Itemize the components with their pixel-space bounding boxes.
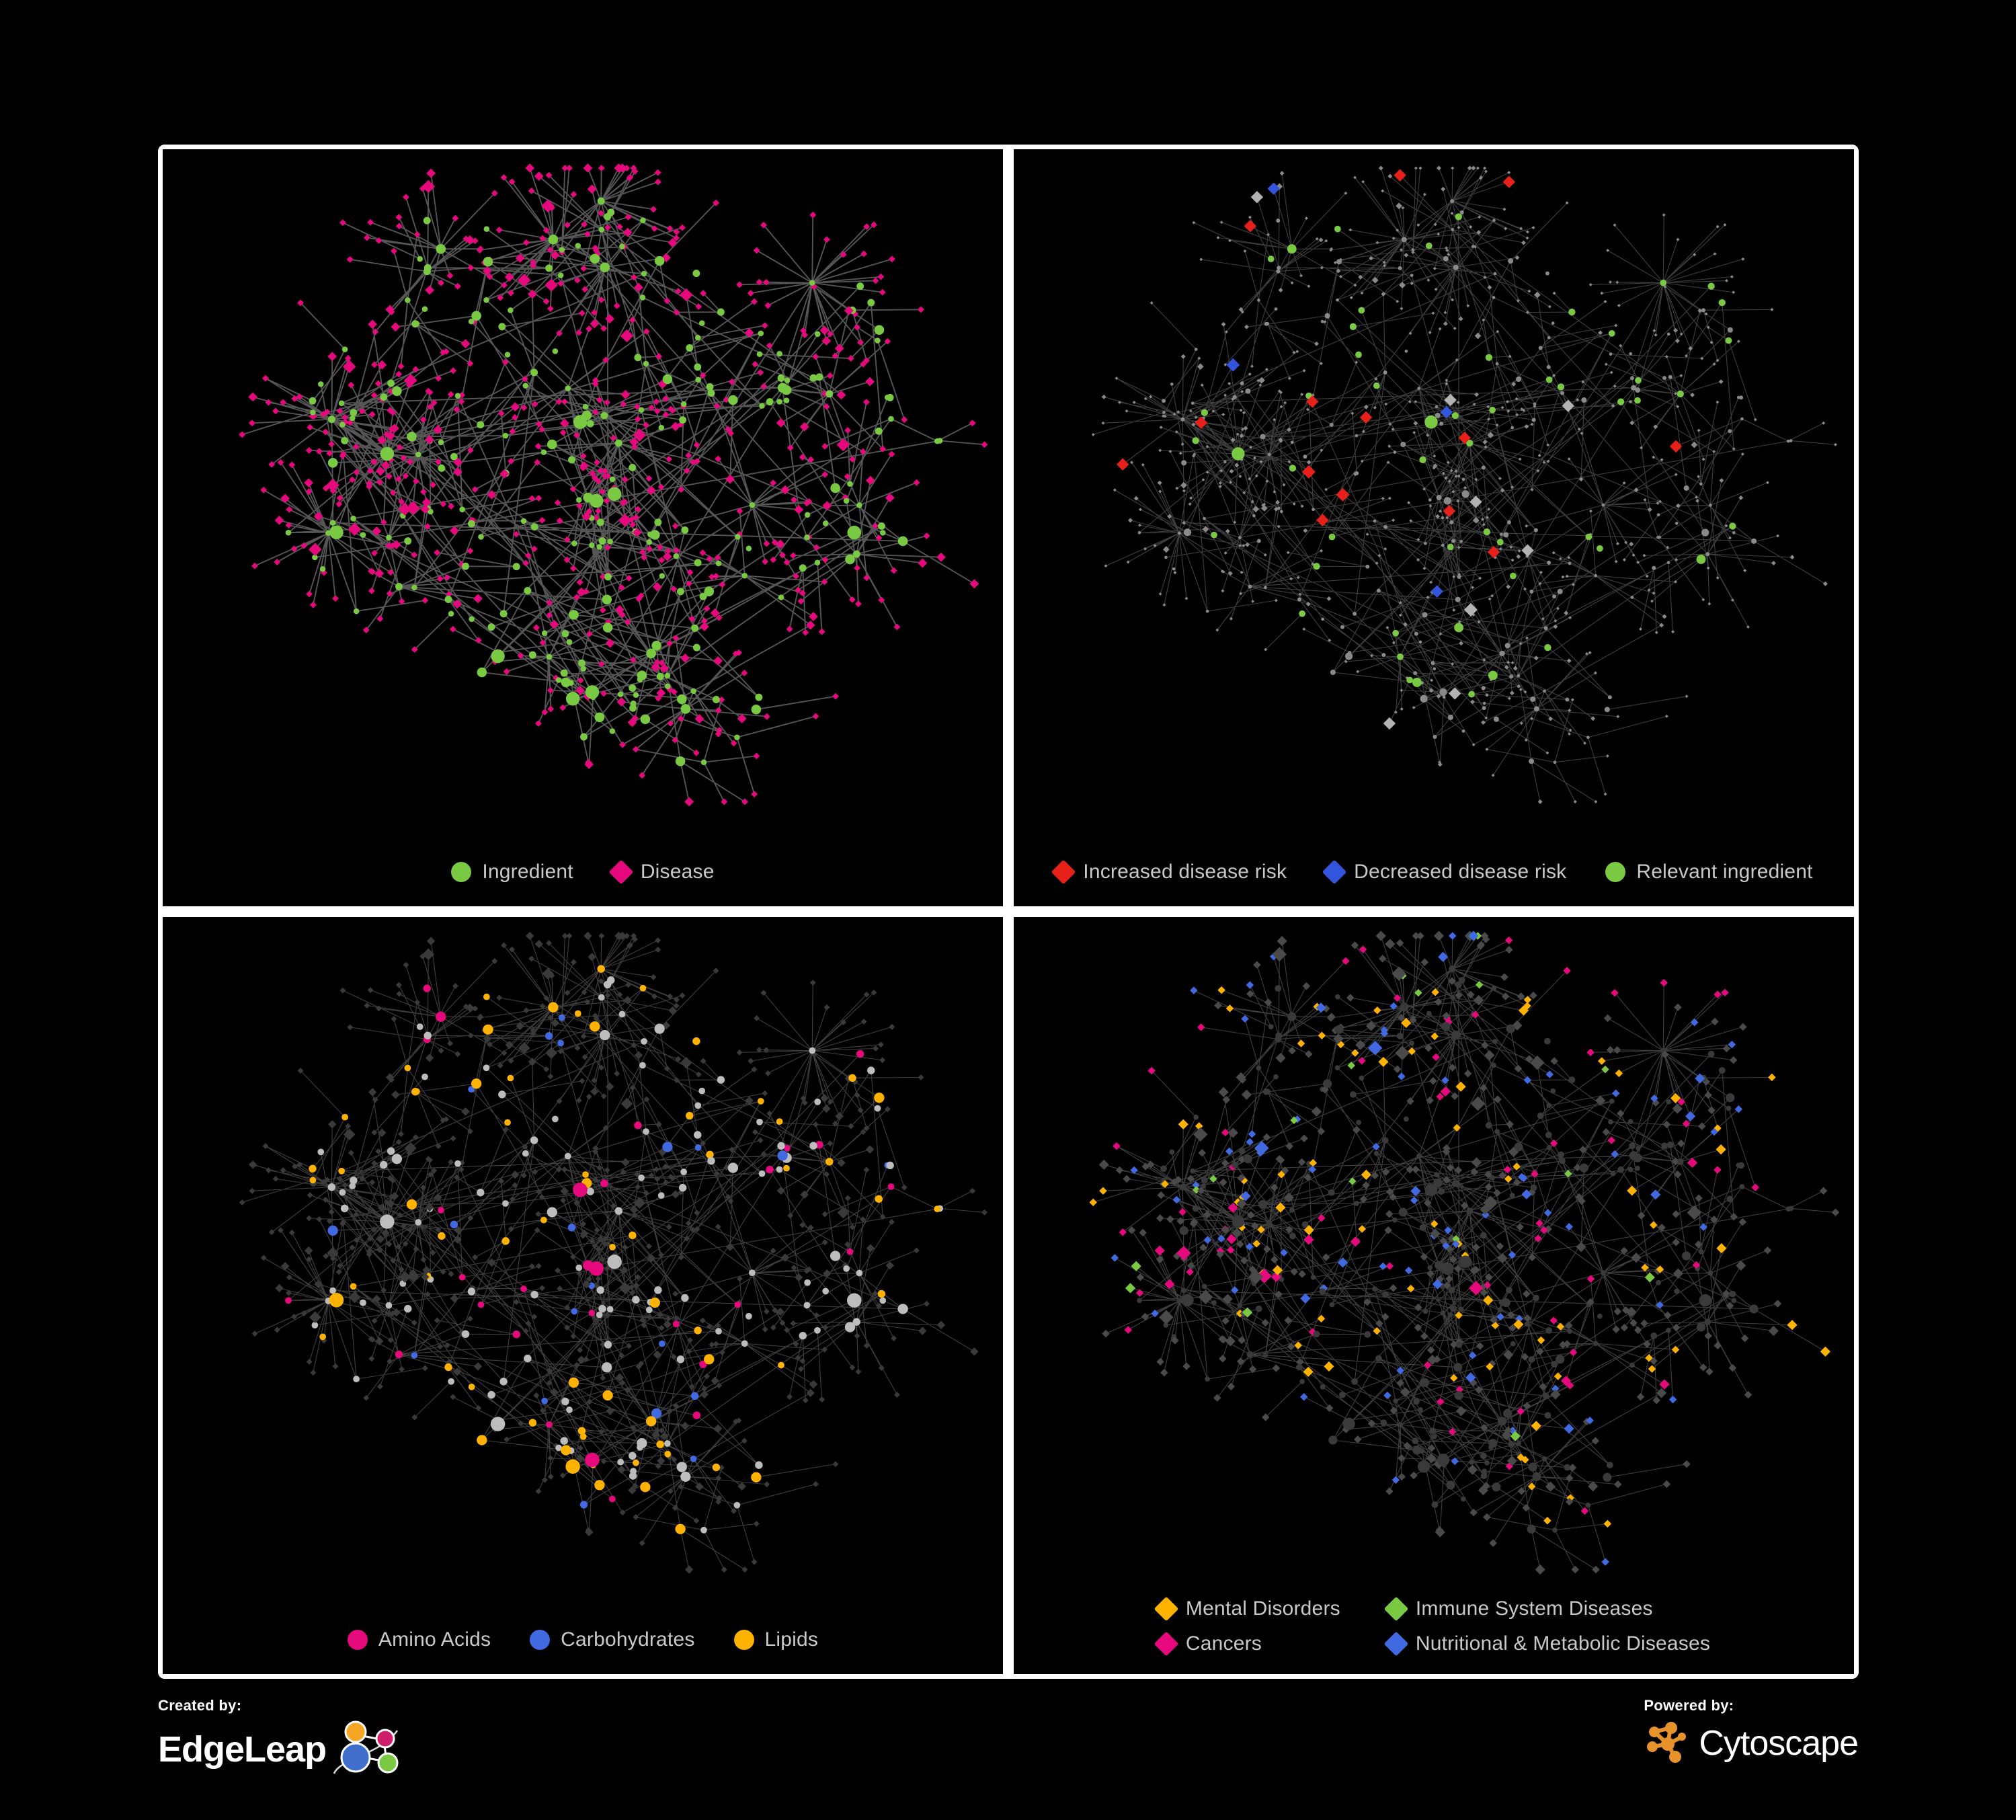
edgeleap-logo-row: EdgeLeap: [158, 1717, 407, 1781]
legend-item: Amino Acids: [347, 1628, 491, 1651]
legend-label: Amino Acids: [378, 1628, 491, 1651]
panel-disease-risk[interactable]: Increased disease risk Decreased disease…: [1014, 149, 1854, 906]
legend-panel-1: Ingredient Disease: [163, 859, 1003, 885]
legend-label: Relevant ingredient: [1636, 861, 1813, 883]
legend-label: Cancers: [1185, 1632, 1262, 1655]
legend-label: Decreased disease risk: [1354, 861, 1567, 883]
legend-label: Carbohydrates: [561, 1628, 695, 1651]
legend-marker-nutritional-metabolic-diseases: [1383, 1631, 1409, 1657]
legend-marker-amino-acids: [347, 1630, 368, 1650]
legend-item: Cancers: [1154, 1631, 1262, 1657]
panel-grid: Ingredient Disease Increased disease ris…: [158, 145, 1859, 1679]
panel-ingredient-disease[interactable]: Ingredient Disease: [163, 149, 1003, 906]
legend-item: Increased disease risk: [1051, 859, 1287, 885]
legend-label: Ingredient: [482, 861, 573, 883]
legend-marker-immune-system-diseases: [1383, 1596, 1409, 1622]
legend-item: Mental Disorders: [1154, 1596, 1340, 1622]
legend-marker-carbohydrates: [530, 1630, 551, 1650]
legend-label: Mental Disorders: [1185, 1597, 1340, 1620]
legend-label: Lipids: [764, 1628, 819, 1651]
legend-item: Carbohydrates: [530, 1628, 694, 1651]
legend-label: Nutritional & Metabolic Diseases: [1415, 1632, 1711, 1655]
legend-label: Increased disease risk: [1083, 861, 1287, 883]
cytoscape-wordmark: Cytoscape: [1699, 1723, 1859, 1763]
powered-by-label: Powered by:: [1644, 1697, 1734, 1714]
legend-item: Lipids: [733, 1628, 819, 1651]
legend-panel-4: Mental Disorders Immune System Diseases …: [1014, 1596, 1854, 1657]
network-canvas-4[interactable]: [1014, 917, 1854, 1593]
panel-ingredient-classes[interactable]: Amino Acids Carbohydrates Lipids: [163, 917, 1003, 1674]
legend-item: Disease: [608, 859, 715, 885]
legend-panel-3: Amino Acids Carbohydrates Lipids: [163, 1628, 1003, 1651]
legend-marker-cancers: [1154, 1631, 1179, 1657]
cytoscape-network-icon: [1644, 1717, 1692, 1769]
legend-panel-2: Increased disease risk Decreased disease…: [1014, 859, 1854, 885]
legend-marker-lipids: [733, 1630, 754, 1650]
legend-marker-decreased-risk: [1322, 859, 1347, 885]
network-canvas-3[interactable]: [163, 917, 1003, 1593]
edgeleap-wordmark: EdgeLeap: [158, 1729, 327, 1770]
legend-marker-increased-risk: [1051, 859, 1076, 885]
created-by-label: Created by:: [158, 1697, 242, 1714]
legend-label: Immune System Diseases: [1415, 1597, 1653, 1620]
legend-item: Relevant ingredient: [1605, 861, 1813, 883]
legend-marker-relevant-ingredient: [1605, 862, 1626, 882]
panel-disease-classes[interactable]: Mental Disorders Immune System Diseases …: [1014, 917, 1854, 1674]
legend-item: Decreased disease risk: [1322, 859, 1567, 885]
legend-marker-disease: [608, 859, 634, 885]
powered-by-cytoscape-logo[interactable]: Powered by: Cytoscape: [1644, 1697, 1859, 1769]
legend-item: Immune System Diseases: [1383, 1596, 1653, 1622]
legend-label: Disease: [640, 861, 715, 883]
footer: Created by: EdgeLeap Powered by:: [158, 1688, 1859, 1795]
legend-marker-mental-disorders: [1154, 1596, 1179, 1622]
legend-item: Ingredient: [451, 861, 573, 883]
legend-marker-ingredient: [451, 862, 472, 882]
network-canvas-2[interactable]: [1014, 149, 1854, 826]
edgeleap-network-icon: [333, 1717, 407, 1781]
legend-item: Nutritional & Metabolic Diseases: [1383, 1631, 1711, 1657]
cytoscape-logo-row: Cytoscape: [1644, 1717, 1859, 1769]
created-by-edgeleap-logo[interactable]: Created by: EdgeLeap: [158, 1697, 407, 1781]
network-canvas-1[interactable]: [163, 149, 1003, 826]
